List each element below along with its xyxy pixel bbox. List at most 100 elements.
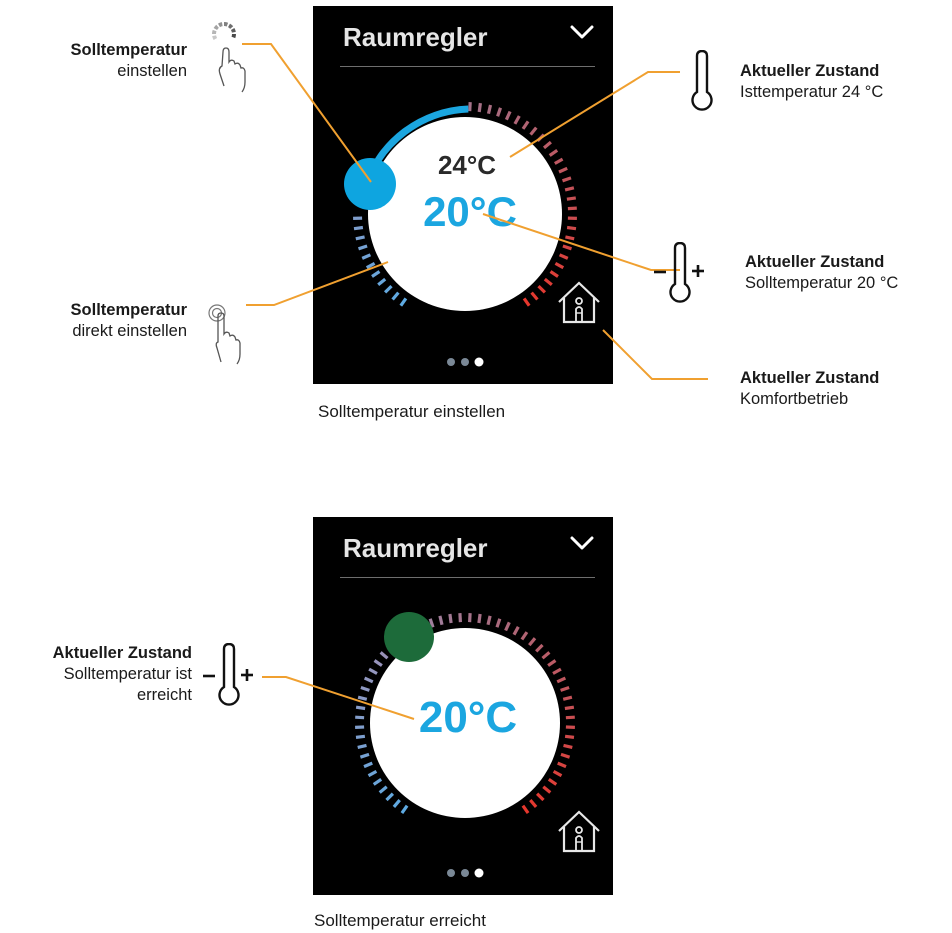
dial-tick — [522, 297, 531, 307]
annotation-text: Isttemperatur 24 °C — [740, 83, 884, 101]
annotation-actual: Aktueller Zustand Isttemperatur 24 °C — [740, 61, 883, 103]
dial-tick — [560, 685, 570, 692]
pager-dots — [447, 868, 484, 878]
dial-tick — [530, 291, 539, 301]
rotate-segment — [231, 33, 236, 39]
dial-tick — [567, 206, 577, 211]
pager-dot — [447, 869, 455, 877]
dial-tick — [564, 734, 575, 739]
thermometer-icon — [691, 50, 713, 111]
dial-tick — [486, 615, 492, 626]
dial-tick — [400, 804, 409, 815]
thermostat-panel-2: Raumregler 20°C — [313, 517, 613, 895]
dial-tick — [368, 667, 378, 675]
dial-tick — [385, 792, 395, 802]
dial-tick — [547, 659, 557, 667]
dial-tick — [547, 777, 558, 786]
home-comfort-icon — [558, 281, 600, 324]
dial-tick — [391, 291, 400, 301]
dial-tick — [563, 743, 573, 749]
dial-tick — [556, 676, 567, 684]
dial-tick — [536, 133, 546, 143]
dial-tick — [363, 676, 374, 684]
dial-tick — [428, 618, 435, 628]
annotation-reached: Aktueller Zustand Solltemperatur ist err… — [53, 643, 192, 706]
dial-tick — [468, 613, 472, 623]
title-divider — [340, 577, 595, 578]
pager-dot-active — [474, 868, 484, 878]
annotation-title: Solltemperatur — [70, 301, 187, 319]
dial-tick — [495, 618, 502, 628]
dial-tick — [355, 235, 365, 241]
dial-tick — [355, 734, 366, 739]
dial-tick — [566, 196, 577, 201]
caption-2: Solltemperatur erreicht — [314, 911, 486, 930]
pager-dot-active — [474, 357, 484, 367]
dial-tick — [438, 615, 444, 626]
caption-1: Solltemperatur einstellen — [318, 402, 506, 421]
dial-tick — [359, 752, 370, 759]
rotate-segment — [227, 23, 234, 29]
thermometer-plus-minus-icon — [654, 242, 704, 303]
dial-tick — [561, 176, 572, 183]
setpoint-temperature: 20°C — [418, 693, 518, 742]
dial-tick — [377, 277, 387, 287]
callout-line — [602, 329, 708, 380]
dial-tick — [504, 110, 512, 121]
chevron-down-icon[interactable] — [570, 535, 594, 551]
dial-tick — [360, 685, 370, 692]
annotation-text: erreicht — [136, 686, 192, 704]
dial-tick — [392, 799, 401, 808]
dial-tick — [504, 621, 511, 632]
home-comfort-icon — [558, 810, 600, 853]
pager-dots — [447, 357, 484, 367]
dial-tick — [554, 157, 564, 165]
rotate-segment — [230, 28, 236, 33]
dial-tick — [557, 761, 567, 769]
chevron-down-icon[interactable] — [570, 24, 594, 40]
annotation-title: Solltemperatur — [70, 41, 187, 59]
dial-tick — [458, 613, 462, 623]
annotation-text: Solltemperatur ist — [63, 665, 192, 683]
dial-tick — [486, 104, 493, 115]
dial-tick — [468, 102, 472, 112]
rotate-segment — [212, 35, 218, 40]
annotation-text: einstellen — [117, 62, 187, 80]
dial-tick — [562, 244, 572, 251]
actual-temperature: 24°C — [437, 150, 497, 180]
dial-tick — [353, 225, 364, 231]
annotation-title: Aktueller Zustand — [745, 253, 885, 271]
dial-tick — [378, 785, 388, 794]
dial-tick — [399, 297, 408, 307]
thermostat-panel-1: Raumregler 24°C 20°C — [313, 6, 613, 384]
dial-tick — [365, 261, 376, 270]
tap-gesture-icon — [208, 304, 241, 365]
annotation-title: Aktueller Zustand — [740, 62, 880, 80]
dial-tick — [520, 631, 529, 641]
panel-title: Raumregler — [343, 533, 488, 563]
setpoint-knob — [384, 612, 434, 662]
dial-tick — [562, 695, 573, 701]
dial-tick — [383, 284, 393, 294]
annotation-title: Aktueller Zustand — [740, 369, 880, 387]
annotation-title: Aktueller Zustand — [52, 644, 192, 662]
dial-tick — [552, 667, 562, 675]
dial-tick — [529, 799, 538, 808]
rotate-segment — [223, 22, 229, 27]
dial-face — [370, 628, 560, 818]
dial-tick — [542, 140, 552, 150]
dial-tick — [528, 637, 537, 647]
pager-dot — [447, 358, 455, 366]
dial-tick — [565, 235, 575, 241]
dial-tick — [560, 752, 571, 759]
annotation-comfort: Aktueller Zustand Komfortbetrieb — [740, 368, 879, 410]
dial-tick — [558, 253, 569, 260]
dial-tick — [448, 613, 453, 624]
dial-tick — [564, 705, 575, 711]
thermometer-plus-minus-icon — [203, 643, 253, 706]
dial-tick — [541, 651, 551, 660]
dial-tick — [373, 659, 383, 667]
dial-tick — [496, 107, 503, 117]
annotation-text: Komfortbetrieb — [740, 390, 849, 408]
dial-tick — [543, 277, 553, 287]
